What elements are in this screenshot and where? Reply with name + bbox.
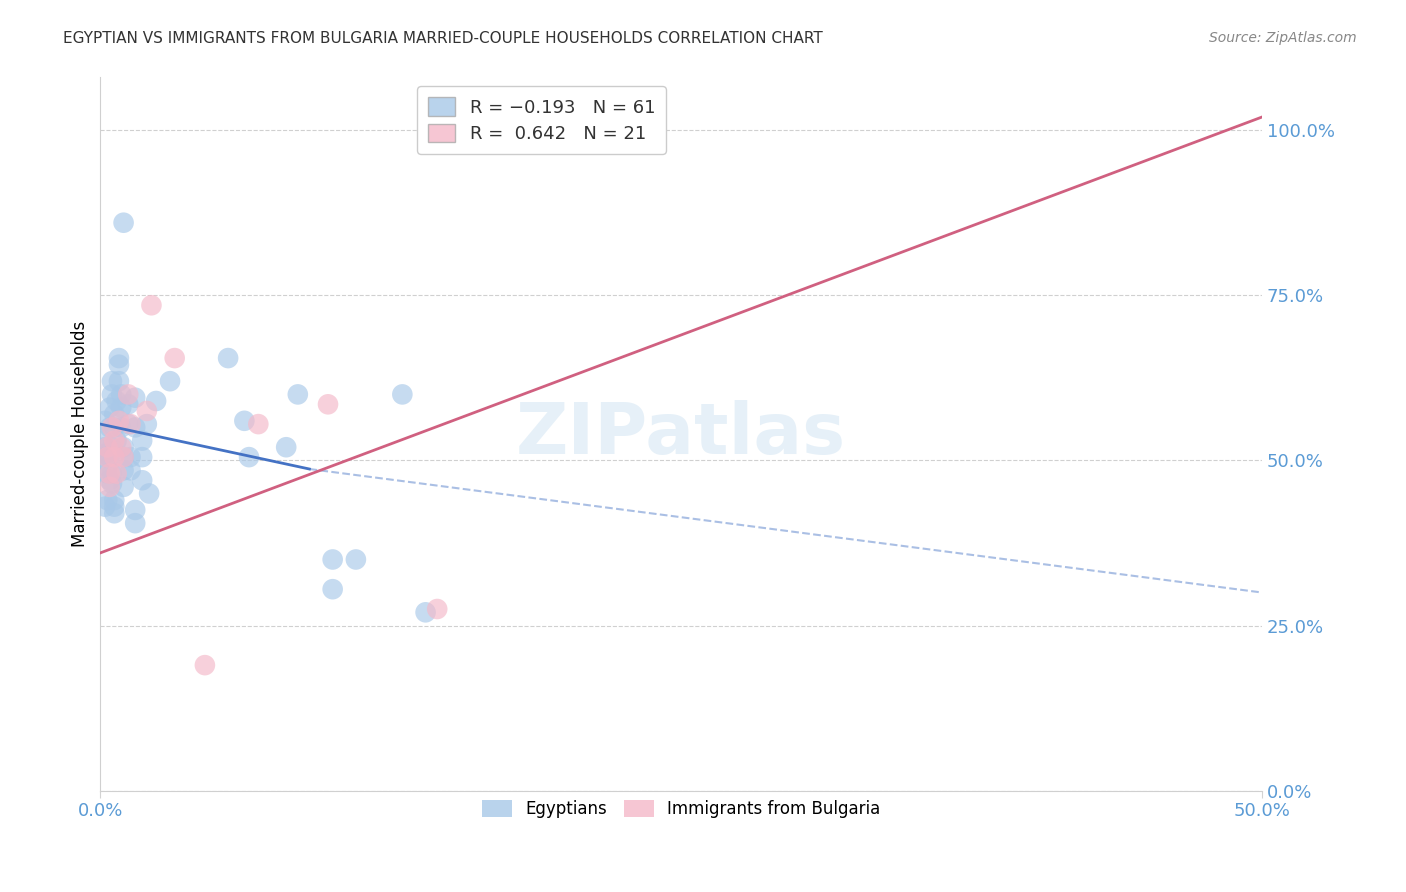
- Point: [94, 414, 117, 428]
- Point: [449, 123, 471, 137]
- Point: [98, 450, 121, 464]
- Point: [105, 434, 128, 448]
- Point: [131, 450, 153, 464]
- Point: [96, 467, 118, 481]
- Point: [120, 450, 142, 464]
- Point: [145, 394, 167, 409]
- Point: [110, 420, 132, 434]
- Point: [103, 420, 125, 434]
- Point: [316, 397, 339, 411]
- Point: [124, 391, 146, 405]
- Point: [103, 493, 125, 508]
- Point: [110, 387, 132, 401]
- Point: [110, 440, 132, 454]
- Point: [101, 420, 124, 434]
- Point: [117, 387, 139, 401]
- Point: [91, 434, 114, 448]
- Point: [112, 440, 135, 454]
- Point: [96, 493, 118, 508]
- Point: [138, 486, 160, 500]
- Point: [124, 420, 146, 434]
- Point: [108, 414, 131, 428]
- Point: [103, 407, 125, 421]
- Point: [322, 552, 344, 566]
- Point: [108, 374, 131, 388]
- Point: [101, 476, 124, 491]
- Point: [217, 351, 239, 365]
- Point: [194, 658, 217, 673]
- Point: [98, 401, 121, 415]
- Point: [108, 358, 131, 372]
- Point: [103, 434, 125, 448]
- Point: [131, 434, 153, 448]
- Point: [110, 401, 132, 415]
- Point: [159, 374, 181, 388]
- Point: [322, 582, 344, 597]
- Point: [124, 503, 146, 517]
- Point: [101, 440, 124, 454]
- Point: [96, 440, 118, 454]
- Point: [238, 450, 260, 464]
- Point: [276, 440, 298, 454]
- Point: [112, 480, 135, 494]
- Point: [233, 414, 256, 428]
- Point: [103, 450, 125, 464]
- Point: [120, 463, 142, 477]
- Point: [105, 467, 128, 481]
- Point: [96, 450, 118, 464]
- Point: [101, 387, 124, 401]
- Point: [344, 552, 367, 566]
- Point: [94, 440, 117, 454]
- Text: EGYPTIAN VS IMMIGRANTS FROM BULGARIA MARRIED-COUPLE HOUSEHOLDS CORRELATION CHART: EGYPTIAN VS IMMIGRANTS FROM BULGARIA MAR…: [63, 31, 823, 46]
- Text: Source: ZipAtlas.com: Source: ZipAtlas.com: [1209, 31, 1357, 45]
- Point: [98, 480, 121, 494]
- Point: [415, 605, 437, 619]
- Point: [163, 351, 186, 365]
- Point: [98, 420, 121, 434]
- Point: [391, 387, 413, 401]
- Legend: Egyptians, Immigrants from Bulgaria: Egyptians, Immigrants from Bulgaria: [475, 794, 887, 825]
- Point: [112, 450, 135, 464]
- Point: [94, 500, 117, 514]
- Point: [117, 417, 139, 431]
- Point: [98, 473, 121, 487]
- Point: [98, 467, 121, 481]
- Point: [96, 450, 118, 464]
- Point: [287, 387, 309, 401]
- Point: [101, 374, 124, 388]
- Point: [101, 467, 124, 481]
- Point: [103, 506, 125, 520]
- Point: [131, 473, 153, 487]
- Point: [103, 500, 125, 514]
- Point: [426, 602, 449, 616]
- Point: [247, 417, 270, 431]
- Point: [124, 516, 146, 531]
- Point: [135, 404, 157, 418]
- Point: [120, 417, 142, 431]
- Point: [135, 417, 157, 431]
- Point: [105, 394, 128, 409]
- Point: [112, 216, 135, 230]
- Point: [117, 397, 139, 411]
- Point: [112, 463, 135, 477]
- Point: [141, 298, 163, 312]
- Point: [96, 460, 118, 475]
- Point: [94, 447, 117, 461]
- Text: ZIPatlas: ZIPatlas: [516, 400, 846, 468]
- Y-axis label: Married-couple Households: Married-couple Households: [72, 321, 89, 547]
- Point: [108, 351, 131, 365]
- Point: [112, 450, 135, 464]
